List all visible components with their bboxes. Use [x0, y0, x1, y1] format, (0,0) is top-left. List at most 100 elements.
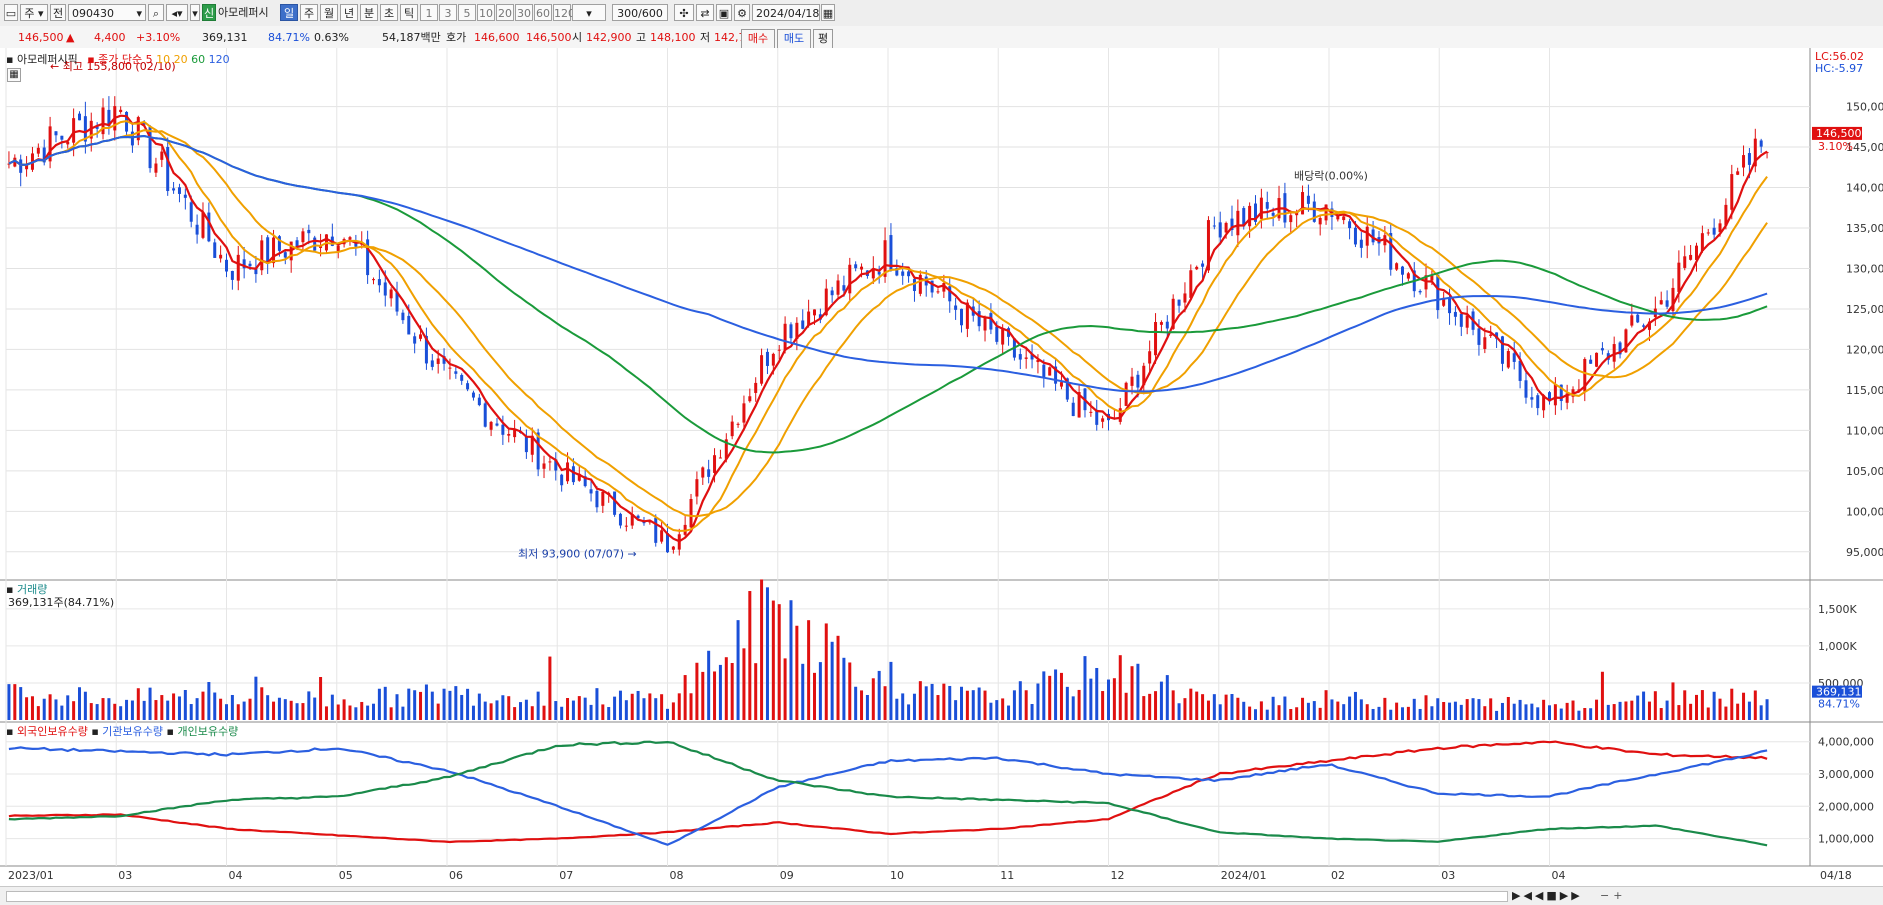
candle-body-222	[1312, 201, 1316, 222]
candle-body-192	[1136, 374, 1140, 388]
candle-body-207	[1224, 222, 1228, 233]
gear-icon[interactable]: ⚙	[734, 4, 750, 21]
candle-body-32	[195, 224, 199, 235]
x-tick-6: 08	[670, 869, 684, 882]
chart-scrollbar[interactable]: ▶◀◀■▶▶ −+	[0, 886, 1883, 905]
minute-option-5[interactable]: 5	[458, 4, 476, 21]
chart-area[interactable]: 150,000 145,000 140,000 135,000 130,000 125,0…	[0, 48, 1883, 886]
next-stock-icon[interactable]: ▾	[190, 4, 200, 21]
volume-bar-50	[301, 703, 305, 720]
ma-square-icon: ▪	[87, 53, 95, 66]
crosshair-icon[interactable]: ✣	[674, 4, 694, 21]
zoom-out-icon[interactable]: −	[1600, 889, 1614, 902]
last-price-tag: 146,500	[1816, 127, 1862, 140]
minute-option-20[interactable]: 20	[496, 4, 514, 21]
period-tab-1[interactable]: 주	[300, 4, 318, 21]
candle-body-31	[189, 202, 193, 222]
candle-body-58	[348, 237, 352, 240]
volume-bar-83	[495, 700, 499, 720]
volume-bar-86	[513, 707, 517, 720]
volume-bar-258	[1524, 704, 1528, 720]
candle-body-237	[1401, 266, 1404, 275]
date-input[interactable]: 2024/04/18	[752, 4, 820, 21]
candle-body-69	[413, 336, 417, 344]
turnover-rate: 0.63%	[314, 31, 349, 44]
candle-body-97	[577, 473, 581, 481]
vol-tick-0: 1,500K	[1818, 603, 1857, 616]
buy-button[interactable]: 매수	[741, 29, 775, 49]
price-tick-4: 130,000	[1846, 262, 1883, 275]
volume-bar-96	[571, 700, 575, 720]
stock-code-input[interactable]: 090430 ▾	[68, 4, 146, 21]
candle-body-157	[930, 280, 934, 293]
minute-option-30[interactable]: 30	[515, 4, 533, 21]
fast-forward-icon[interactable]: ▶▶	[1559, 889, 1583, 902]
volume-bar-129	[765, 587, 769, 720]
volume-bar-179	[1059, 672, 1063, 720]
chevron-down-icon[interactable]: ▾	[136, 7, 142, 20]
individual_holding-line	[8, 740, 1768, 847]
minute-option-3[interactable]: 3	[439, 4, 457, 21]
volume-bar-155	[918, 681, 922, 720]
candle-body-85	[507, 433, 511, 436]
data-count-field[interactable]: 300/600	[612, 4, 668, 21]
price-tick-9: 105,000	[1846, 465, 1883, 478]
volume-bar-188	[1112, 678, 1116, 720]
period-tab-0[interactable]: 일	[280, 4, 298, 21]
x-tick-7: 09	[780, 869, 794, 882]
grid-toggle-icon[interactable]: ▦	[7, 68, 21, 82]
candle-body-37	[225, 259, 228, 272]
period-tab-6[interactable]: 틱	[400, 4, 418, 21]
volume-bar-264	[1559, 708, 1563, 720]
minute-option-1[interactable]: 1	[420, 4, 438, 21]
volume-bar-177	[1048, 675, 1052, 720]
zoom-in-icon[interactable]: +	[1613, 889, 1627, 902]
stop-icon[interactable]: ■	[1546, 889, 1560, 902]
minute-option-120[interactable]: 120	[553, 4, 575, 21]
count-dropdown[interactable]: ▾	[572, 4, 606, 21]
candle-body-186	[1101, 418, 1105, 422]
all-toggle[interactable]: 전	[50, 4, 66, 21]
candle-body-106	[630, 514, 634, 526]
scroll-track[interactable]	[6, 891, 1508, 902]
candle-body-52	[313, 237, 317, 251]
volume-bar-206	[1218, 704, 1222, 720]
volume-bar-257	[1518, 699, 1522, 720]
period-tab-2[interactable]: 월	[320, 4, 338, 21]
volume-bar-103	[613, 696, 617, 720]
volume-bar-288	[1700, 690, 1704, 720]
price-tick-11: 95,000	[1846, 546, 1883, 559]
volume-bar-13	[83, 691, 87, 720]
calendar-icon[interactable]: ▦	[821, 4, 835, 21]
zoom-controls[interactable]: −+	[1600, 889, 1626, 902]
rewind-icon[interactable]: ◀◀	[1523, 889, 1547, 902]
candle-body-160	[948, 286, 952, 302]
candle-body-218	[1289, 215, 1293, 223]
institution-holding-label: 기관보유수량	[102, 725, 164, 738]
sell-button[interactable]: 매도	[777, 29, 811, 49]
volume-bar-114	[677, 693, 681, 720]
period-tab-5[interactable]: 초	[380, 4, 398, 21]
evaluate-button[interactable]: 평	[813, 29, 833, 49]
prev-stock-icon[interactable]: ◂▾	[166, 4, 188, 21]
link-icon[interactable]: ⇄	[696, 4, 714, 21]
volume-bar-130	[771, 600, 775, 720]
panel-menu-icon[interactable]: ▭	[4, 4, 18, 21]
period-tab-3[interactable]: 년	[340, 4, 358, 21]
minute-option-10[interactable]: 10	[477, 4, 495, 21]
save-icon[interactable]: ▣	[716, 4, 732, 21]
volume-bar-267	[1577, 710, 1581, 720]
hold-tick-2: 2,000,000	[1818, 800, 1874, 813]
candle-body-123	[730, 421, 734, 437]
scroll-controls[interactable]: ▶◀◀■▶▶	[1512, 889, 1583, 902]
volume-bar-191	[1130, 666, 1134, 720]
search-icon[interactable]: ⌕	[148, 4, 164, 21]
volume-bar-227	[1342, 704, 1346, 720]
play-icon[interactable]: ▶	[1512, 889, 1524, 902]
minute-option-60[interactable]: 60	[534, 4, 552, 21]
candle-body-84	[501, 424, 505, 435]
period-tab-4[interactable]: 분	[360, 4, 378, 21]
candle-body-265	[1565, 393, 1569, 403]
candle-body-223	[1318, 217, 1322, 225]
market-select[interactable]: 주 ▾	[20, 4, 48, 21]
